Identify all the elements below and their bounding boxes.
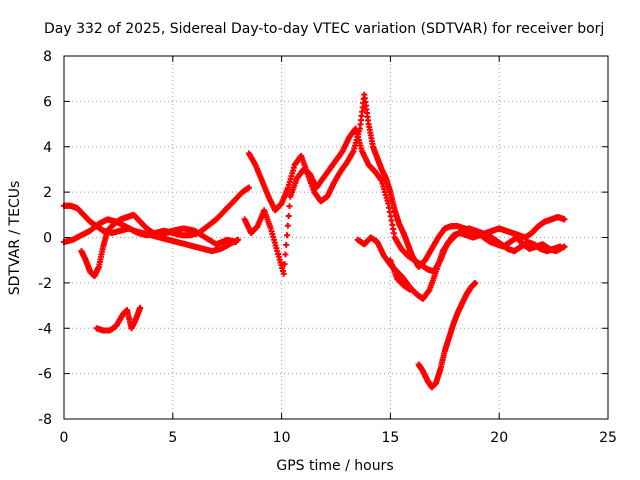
x-axis-label: GPS time / hours — [276, 458, 393, 474]
series-track-e — [241, 125, 568, 277]
y-axis-label: SDTVAR / TECUs — [7, 181, 23, 296]
series-track-d — [93, 304, 144, 334]
y-tick-label: 6 — [43, 94, 52, 110]
data-point — [284, 232, 291, 239]
x-tick-label: 5 — [168, 430, 177, 446]
series-track-g — [354, 225, 564, 302]
data-point — [282, 251, 289, 258]
y-tick-label: -8 — [38, 412, 52, 428]
data-point — [280, 270, 287, 277]
x-tick-label: 15 — [381, 430, 399, 446]
data-point — [286, 203, 293, 210]
y-tick-label: -6 — [38, 367, 52, 383]
data-point — [283, 241, 290, 248]
data-points — [61, 91, 568, 391]
x-tick-label: 0 — [60, 430, 69, 446]
series-track-i — [415, 279, 479, 391]
chart-title: Day 332 of 2025, Sidereal Day-to-day VTE… — [44, 21, 604, 37]
grid-lines — [64, 56, 608, 419]
x-tick-label: 20 — [490, 430, 508, 446]
data-point — [557, 243, 564, 250]
data-point — [472, 279, 479, 286]
series-track-c — [78, 211, 239, 280]
y-tick-label: 0 — [43, 231, 52, 247]
data-point — [245, 184, 252, 191]
x-tick-label: 10 — [273, 430, 291, 446]
y-tick-label: -4 — [38, 321, 52, 337]
x-axis-ticks: 0 5 10 15 20 25 — [60, 56, 617, 446]
series-track-h — [387, 257, 413, 293]
y-axis-ticks: -8 -6 -4 -2 0 2 4 6 8 — [38, 49, 608, 428]
data-point — [285, 212, 292, 219]
x-tick-label: 25 — [599, 430, 617, 446]
y-tick-label: 2 — [43, 185, 52, 201]
data-point — [561, 216, 568, 223]
y-tick-label: 4 — [43, 140, 52, 156]
data-point — [137, 304, 144, 311]
y-tick-label: 8 — [43, 49, 52, 65]
data-point — [281, 261, 288, 268]
data-point — [232, 239, 239, 246]
y-tick-label: -2 — [38, 276, 52, 292]
data-point — [406, 286, 413, 293]
data-point — [284, 222, 291, 229]
